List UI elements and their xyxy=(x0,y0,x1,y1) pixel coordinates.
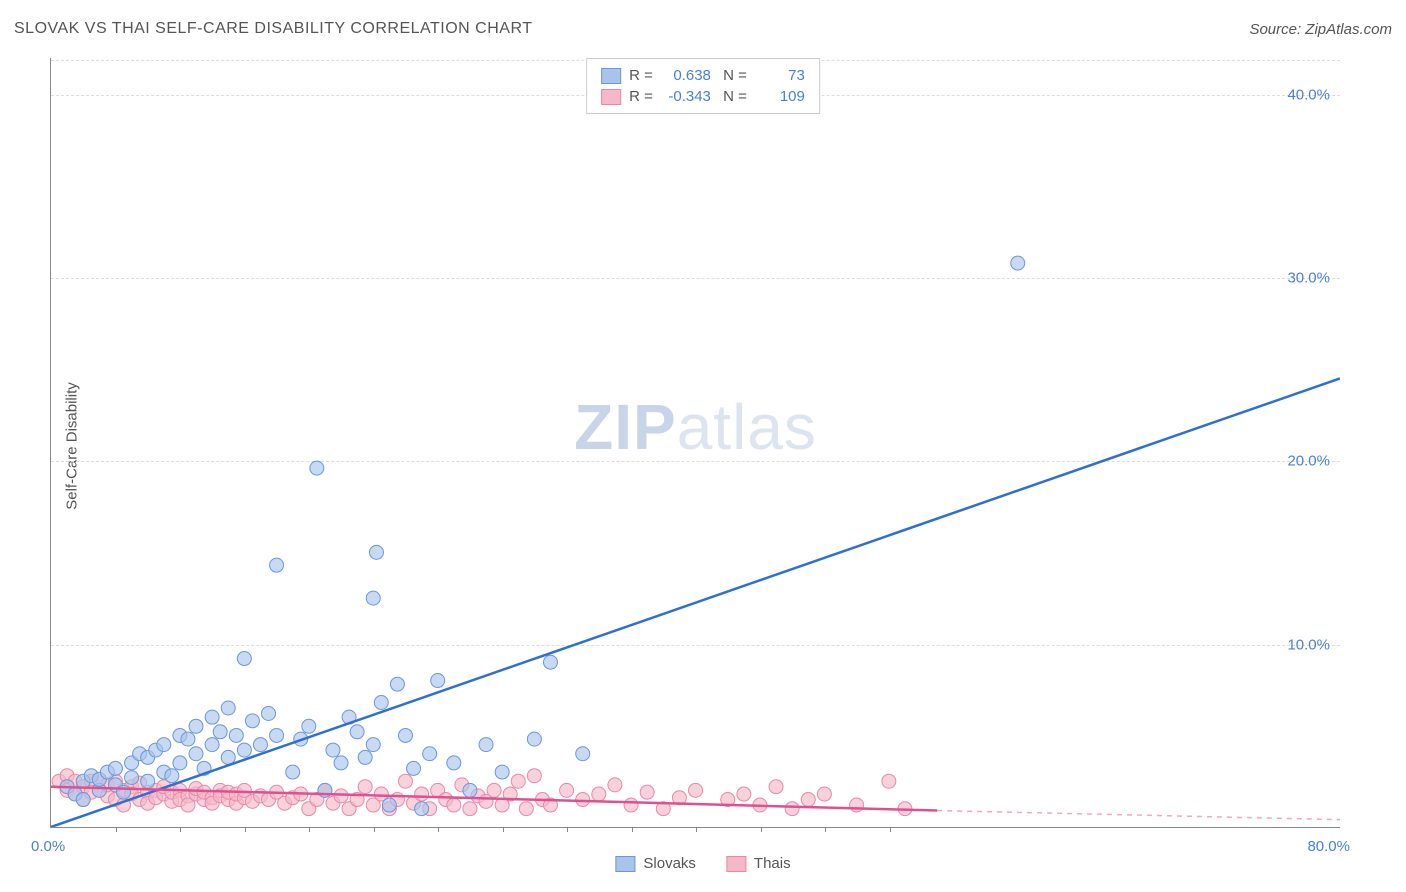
x-tick-label-end: 80.0% xyxy=(1307,838,1350,855)
x-tick xyxy=(245,827,246,832)
legend-label-slovaks: Slovaks xyxy=(643,855,696,872)
x-tick xyxy=(696,827,697,832)
x-tick xyxy=(116,827,117,832)
chart-source: Source: ZipAtlas.com xyxy=(1249,21,1392,38)
chart-title: SLOVAK VS THAI SELF-CARE DISABILITY CORR… xyxy=(14,20,532,38)
x-tick xyxy=(309,827,310,832)
chart-svg xyxy=(51,58,1340,827)
x-tick xyxy=(180,827,181,832)
swatch-slovaks xyxy=(601,68,621,84)
x-tick xyxy=(567,827,568,832)
chart-header: SLOVAK VS THAI SELF-CARE DISABILITY CORR… xyxy=(14,20,1392,38)
series-legend: Slovaks Thais xyxy=(615,855,790,872)
x-tick xyxy=(825,827,826,832)
swatch-thais xyxy=(601,89,621,105)
swatch-thais-bottom xyxy=(726,856,746,872)
swatch-slovaks-bottom xyxy=(615,856,635,872)
correlation-legend: R = 0.638 N = 73 R = -0.343 N = 109 xyxy=(586,58,820,114)
legend-item-thais: Thais xyxy=(726,855,791,872)
x-tick xyxy=(890,827,891,832)
x-tick xyxy=(632,827,633,832)
x-tick xyxy=(438,827,439,832)
r-value-thais: -0.343 xyxy=(661,88,711,105)
x-tick xyxy=(761,827,762,832)
n-value-slovaks: 73 xyxy=(755,67,805,84)
r-value-slovaks: 0.638 xyxy=(661,67,711,84)
legend-row-thais: R = -0.343 N = 109 xyxy=(601,86,805,107)
plot-area: ZIPatlas 10.0%20.0%30.0%40.0%0.0%80.0% xyxy=(50,58,1340,828)
x-tick-label-start: 0.0% xyxy=(31,838,65,855)
n-value-thais: 109 xyxy=(755,88,805,105)
legend-item-slovaks: Slovaks xyxy=(615,855,696,872)
legend-label-thais: Thais xyxy=(754,855,791,872)
x-tick xyxy=(374,827,375,832)
x-tick xyxy=(503,827,504,832)
legend-row-slovaks: R = 0.638 N = 73 xyxy=(601,65,805,86)
